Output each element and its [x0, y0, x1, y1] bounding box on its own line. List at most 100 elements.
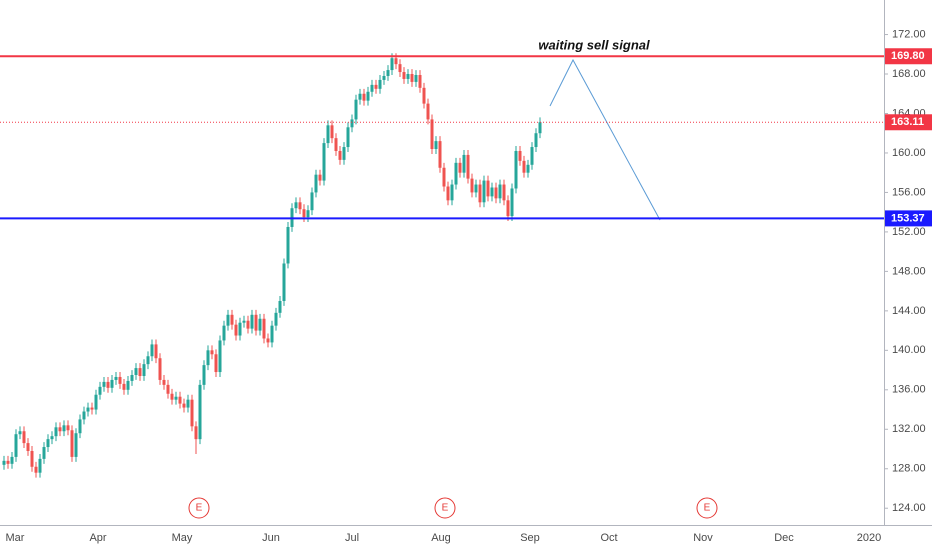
event-marker-label: E: [196, 503, 203, 514]
candle-body: [102, 381, 106, 387]
candle-body: [182, 403, 186, 408]
candle-body: [522, 160, 526, 173]
candle-body: [110, 379, 114, 388]
event-marker: [188, 497, 210, 519]
candle-body: [382, 75, 386, 80]
candle-body: [430, 119, 434, 150]
candle-body: [202, 365, 206, 385]
candle-body: [174, 396, 178, 400]
candle-body: [454, 162, 458, 185]
event-marker: [696, 497, 718, 519]
y-tick-label: 124.00: [892, 502, 926, 514]
candle-body: [390, 58, 394, 71]
x-tick-label: Jul: [345, 532, 359, 544]
candle-body: [294, 202, 298, 209]
candle-body: [6, 460, 10, 464]
candle-body: [198, 384, 202, 440]
candle-body: [142, 364, 146, 376]
candle-body: [334, 138, 338, 151]
x-tick-label: Nov: [693, 532, 713, 544]
candle-body: [10, 456, 14, 464]
x-tick-label: Mar: [6, 532, 25, 544]
annotation: waiting sell signal: [538, 37, 650, 52]
candle-body: [106, 381, 110, 388]
x-tick-label: Aug: [431, 532, 451, 544]
candle-body: [18, 431, 22, 435]
candle-body: [342, 147, 346, 160]
candle-body: [478, 184, 482, 203]
candle-body: [270, 325, 274, 343]
candle-body: [158, 358, 162, 380]
candle-body: [134, 368, 138, 375]
candle-body: [462, 154, 466, 173]
candle-body: [126, 380, 130, 390]
y-tick-label: 128.00: [892, 463, 926, 475]
candle-body: [378, 79, 382, 89]
candle-body: [166, 384, 170, 394]
candle-body: [150, 344, 154, 357]
candle-body: [86, 407, 90, 412]
event-marker: [434, 497, 456, 519]
candle-body: [58, 427, 62, 432]
candle-body: [350, 119, 354, 128]
candle-body: [206, 350, 210, 366]
candle-body: [22, 431, 26, 444]
candle-body: [78, 419, 82, 434]
candle-body: [242, 320, 246, 323]
candle-body: [406, 74, 410, 79]
candle-body: [190, 399, 194, 427]
candle-body: [410, 74, 414, 82]
candle-body: [258, 318, 262, 331]
candle-body: [386, 70, 390, 76]
candle-body: [26, 443, 30, 451]
candle-body: [402, 72, 406, 79]
candle-body: [42, 447, 46, 459]
y-tick-label: 152.00: [892, 226, 926, 238]
candle-body: [218, 340, 222, 373]
candle-body: [38, 458, 42, 473]
y-tick-label: 156.00: [892, 186, 926, 198]
candle-body: [298, 202, 302, 210]
candle-body: [226, 314, 230, 326]
candle-body: [482, 180, 486, 203]
candle-body: [46, 439, 50, 448]
candle-body: [250, 314, 254, 329]
candle-body: [30, 450, 34, 467]
candle-body: [358, 93, 362, 100]
price-level-box: [885, 114, 932, 131]
candle-body: [234, 324, 238, 336]
candle-body: [438, 141, 442, 168]
candle-body: [214, 354, 218, 373]
y-tick-label: 132.00: [892, 423, 926, 435]
candle-body: [34, 466, 38, 473]
candle-body: [498, 184, 502, 199]
candle-body: [94, 394, 98, 410]
event-marker-label: E: [442, 503, 449, 514]
candle-body: [82, 411, 86, 420]
candle-body: [354, 99, 358, 120]
y-tick-label: 172.00: [892, 28, 926, 40]
candle-body: [154, 344, 158, 359]
price-level-box: [885, 48, 932, 65]
candle-body: [362, 93, 366, 101]
candle-body: [506, 200, 510, 217]
candle-body: [146, 356, 150, 365]
x-tick-label: Oct: [600, 532, 617, 544]
candle-body: [238, 322, 242, 336]
candle-body: [486, 180, 490, 197]
candle-body: [494, 187, 498, 199]
candle-body: [114, 376, 118, 380]
candle-body: [194, 426, 198, 440]
candle-body: [262, 318, 266, 339]
x-tick-label: 2020: [857, 532, 881, 544]
candle-body: [422, 87, 426, 104]
candle-body: [170, 393, 174, 400]
candle-body: [434, 141, 438, 150]
candle-body: [418, 75, 422, 88]
candle-body: [330, 125, 334, 139]
candle-body: [70, 430, 74, 457]
candle-body: [466, 154, 470, 179]
candle-body: [162, 379, 166, 385]
